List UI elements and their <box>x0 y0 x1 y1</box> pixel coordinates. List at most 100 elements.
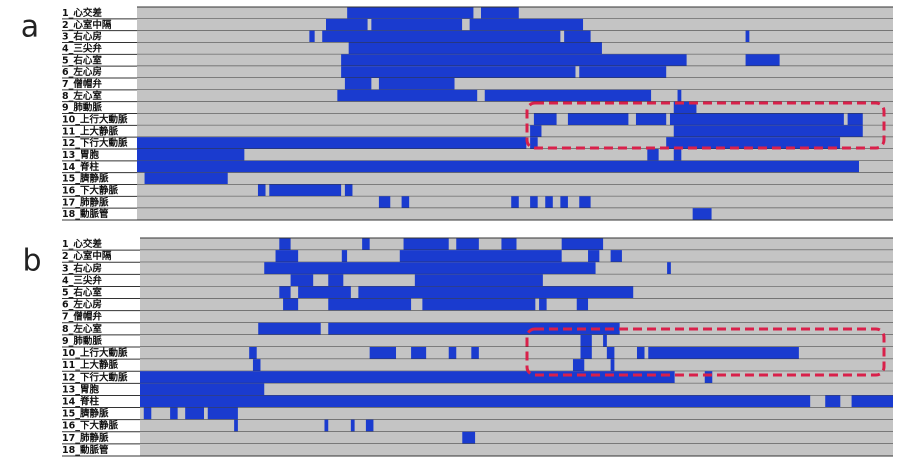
track <box>137 78 893 90</box>
segment <box>365 419 374 432</box>
row-label: 17_肺静脈 <box>62 196 109 208</box>
segment <box>851 395 893 408</box>
segment <box>298 286 351 299</box>
segment <box>745 54 780 67</box>
row-label: 9_肺動脈 <box>62 102 102 114</box>
row-label: 7_僧帽弁 <box>62 311 102 323</box>
track <box>137 208 893 220</box>
segment <box>344 184 353 197</box>
segment <box>140 371 675 384</box>
row-label: 8_左心室 <box>62 90 102 102</box>
segment <box>511 196 519 209</box>
row-label: 16_下大静脈 <box>62 184 118 196</box>
row-label: 1_心交差 <box>62 238 102 250</box>
segment <box>673 149 682 161</box>
segment <box>269 184 342 197</box>
segment <box>462 431 476 444</box>
highlight-box-a <box>525 101 886 150</box>
segment <box>530 196 538 209</box>
segment <box>560 196 568 209</box>
segment <box>673 101 697 114</box>
segment <box>635 113 667 126</box>
segment <box>484 89 652 102</box>
segment <box>143 407 152 420</box>
segment <box>603 334 607 347</box>
segment <box>469 18 584 31</box>
segment <box>341 250 348 263</box>
segment <box>137 160 859 173</box>
segment <box>401 196 410 209</box>
track <box>140 407 893 420</box>
row-label: 1_心交差 <box>62 7 102 19</box>
segment <box>399 250 562 263</box>
row-label: 11_上大静脈 <box>62 125 118 137</box>
highlight-box-b <box>525 327 886 377</box>
row-label: 4_三尖弁 <box>62 274 102 286</box>
segment <box>530 125 542 138</box>
segment <box>328 298 412 311</box>
row-label: 5_右心室 <box>62 54 102 66</box>
segment <box>257 184 266 197</box>
row-label: 12_下行大動脈 <box>62 371 128 383</box>
segment <box>283 298 299 311</box>
segment <box>348 42 602 55</box>
row-label: 14_脊柱 <box>62 396 99 408</box>
row-label: 17_肺静脈 <box>62 432 109 444</box>
segment <box>371 18 463 31</box>
segment <box>673 125 863 138</box>
segment <box>692 208 712 220</box>
track <box>137 113 893 126</box>
row-label: 11_上大静脈 <box>62 359 118 371</box>
segment <box>567 113 629 126</box>
segment <box>358 286 634 299</box>
segment <box>610 250 622 263</box>
track <box>137 101 893 114</box>
segment <box>471 347 479 360</box>
segment <box>666 137 841 149</box>
row-label: 15_臍静脈 <box>62 408 109 420</box>
segment <box>561 238 604 251</box>
segment <box>170 407 178 420</box>
segment <box>347 7 474 19</box>
segment <box>579 66 667 78</box>
segment <box>579 196 591 209</box>
segment <box>275 250 299 263</box>
segment <box>448 347 457 360</box>
segment <box>341 54 687 67</box>
segment <box>369 347 397 360</box>
segment <box>539 298 547 311</box>
row-label: 9_肺動脈 <box>62 335 102 347</box>
segment <box>322 30 561 43</box>
track <box>140 431 893 444</box>
row-label: 8_左心室 <box>62 323 102 335</box>
segment <box>704 371 713 384</box>
segment <box>341 66 576 78</box>
segment <box>328 274 344 287</box>
panel-label: a <box>21 10 39 45</box>
segment <box>745 30 750 43</box>
row-label: 4_三尖弁 <box>62 42 102 54</box>
segment <box>648 347 799 360</box>
row-label: 10_上行大動脈 <box>62 347 128 359</box>
segment <box>411 347 427 360</box>
segment <box>378 196 391 209</box>
segment <box>144 172 228 185</box>
segment <box>677 89 682 102</box>
segment <box>309 30 315 43</box>
segment <box>378 78 455 90</box>
track <box>140 310 893 323</box>
segment <box>501 238 517 251</box>
segment <box>326 18 368 31</box>
track <box>137 125 893 138</box>
row-label: 13_胃胞 <box>62 149 99 161</box>
track <box>140 334 893 347</box>
row-label: 12_下行大動脈 <box>62 137 128 149</box>
segment <box>533 113 557 126</box>
segment <box>290 274 314 287</box>
segment <box>344 78 372 90</box>
track <box>140 359 893 372</box>
segment <box>249 347 257 360</box>
row-label: 18_動脈管 <box>62 444 109 456</box>
segment <box>480 7 519 19</box>
